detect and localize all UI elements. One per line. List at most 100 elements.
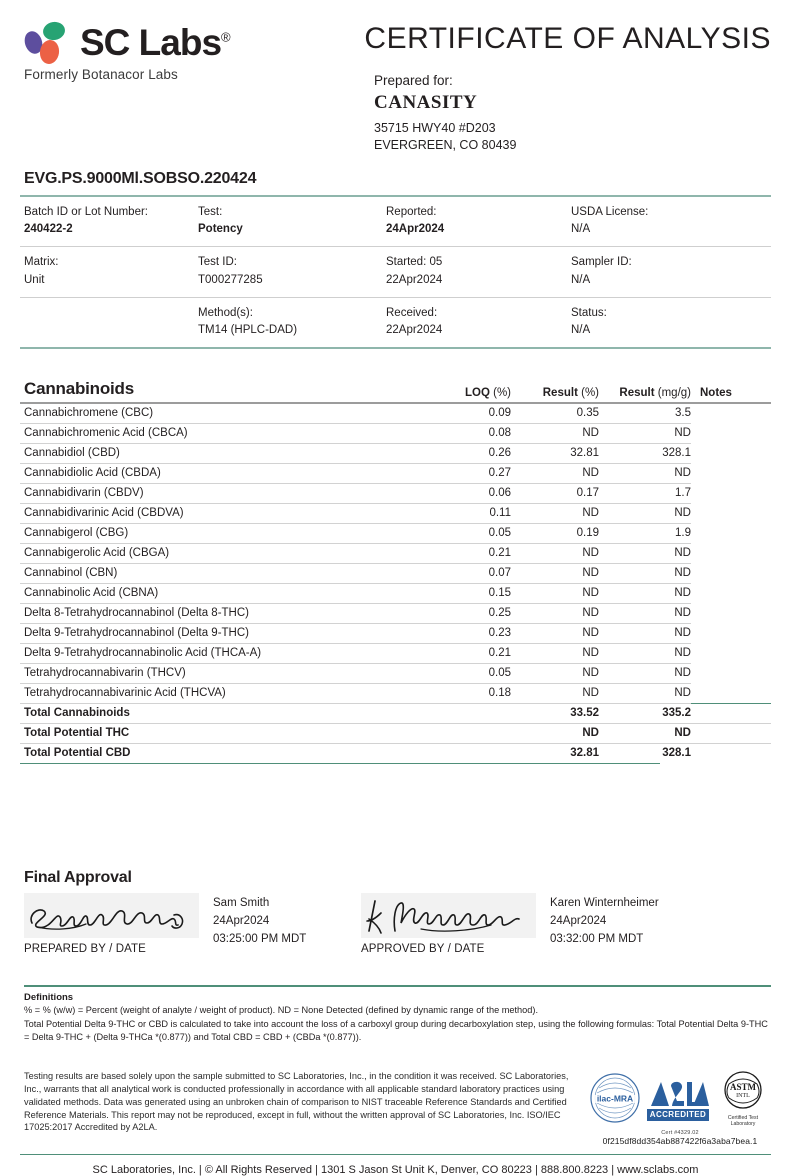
sc-labs-logo-icon: [21, 18, 72, 66]
result-mgg-value: 328.1: [662, 747, 691, 760]
meta-label: Reported:: [386, 205, 437, 218]
meta-label: Batch ID or Lot Number:: [24, 205, 148, 218]
notes-value: [691, 743, 771, 763]
definitions-title: Definitions: [24, 991, 74, 1003]
divider-teal-bottom: [20, 347, 771, 350]
cannabinoids-title: Cannabinoids: [24, 379, 134, 399]
loq-value: [423, 723, 511, 744]
notes-value: [691, 463, 771, 483]
notes-value: [691, 523, 771, 543]
brand-tagline: Formerly Botanacor Labs: [24, 67, 178, 82]
table-row: Delta 9-Tetrahydrocannabinolic Acid (THC…: [20, 643, 771, 664]
loq-value: 0.06: [423, 483, 511, 504]
brand-logo: SC Labs® Formerly Botanacor Labs: [20, 18, 320, 82]
meta-label: Method(s):: [198, 306, 253, 319]
meta-cell-usda-license: USDA License: N/A: [571, 196, 771, 248]
result-pct-value: ND: [511, 663, 599, 684]
notes-value: [691, 643, 771, 663]
analyte-name: Cannabidivarinic Acid (CBDVA): [20, 503, 423, 524]
result-mgg-value: ND: [599, 543, 691, 564]
notes-value: [691, 543, 771, 563]
notes-value: [691, 683, 771, 703]
prepared-for-label: Prepared for:: [374, 73, 453, 88]
meta-label: Status:: [571, 306, 607, 319]
result-mgg-value: ND: [599, 563, 691, 584]
ilac-mra-icon: ilac-MRA: [589, 1072, 641, 1124]
notes-value: [691, 443, 771, 463]
result-mgg-value: ND: [599, 643, 691, 664]
prepared-by-name: Sam Smith: [213, 897, 270, 910]
meta-cell-test-id: Test ID: T000277285: [198, 246, 386, 298]
meta-label: Matrix:: [24, 256, 59, 269]
loq-value: 0.05: [423, 523, 511, 544]
prepared-by-time: 03:25:00 PM MDT: [213, 932, 307, 945]
result-pct-value: ND: [511, 503, 599, 524]
notes-value: [691, 723, 771, 744]
prepared-by-signature: [24, 893, 199, 939]
loq-value: 0.08: [423, 423, 511, 444]
cannabinoids-table: Cannabichromene (CBC) 0.09 0.35 3.5 Cannabic…: [20, 403, 771, 763]
cannabinoids-bottom-divider: [20, 762, 660, 765]
notes-value: [691, 623, 771, 643]
loq-value: 0.11: [423, 503, 511, 524]
loq-value: 0.15: [423, 583, 511, 604]
loq-value: [423, 702, 511, 724]
brand-name: SC Labs: [80, 21, 222, 63]
result-mgg-value: 328.1: [599, 443, 691, 464]
svg-text:ilac-MRA: ilac-MRA: [597, 1094, 633, 1104]
meta-cell-started: Started: 05 22Apr2024: [386, 246, 571, 298]
prepared-for-block: Prepared for: CANASITY 35715 HWY40 #D203…: [344, 73, 771, 154]
meta-row: Batch ID or Lot Number: 240422-2 Test: P…: [20, 196, 771, 248]
approved-by-name: Karen Winternheimer: [550, 897, 659, 910]
a2la-accredited-label: ACCREDITED: [647, 1108, 709, 1121]
result-pct-value: ND: [511, 603, 599, 624]
client-address-line-1: 35715 HWY40 #D203: [374, 121, 496, 135]
sample-metadata-table: Batch ID or Lot Number: 240422-2 Test: P…: [20, 196, 771, 348]
notes-value: [691, 702, 771, 724]
prepared-by-block: PREPARED BY / DATE Sam Smith 24Apr2024 0…: [24, 893, 344, 955]
table-row: Cannabigerol (CBG) 0.05 0.19 1.9: [20, 523, 771, 544]
cannabinoids-header-row: Cannabinoids LOQ (%) Result (%) Result (…: [20, 379, 771, 399]
astm-certified-icon: ASTM INTL Certified Test Laboratory: [715, 1070, 771, 1127]
final-approval-title: Final Approval: [24, 869, 132, 887]
definitions-section: Definitions % = % (w/w) = Percent (weigh…: [20, 985, 771, 1044]
result-pct-value: 0.17: [511, 483, 599, 504]
result-mgg-value: ND: [599, 623, 691, 644]
analyte-name: Cannabinol (CBN): [20, 563, 423, 584]
meta-cell-empty: [20, 297, 198, 347]
divider-teal-top: [20, 194, 771, 197]
loq-value: 0.07: [423, 563, 511, 584]
analyte-name: Total Potential CBD: [24, 747, 131, 760]
meta-value: T000277285: [198, 273, 263, 286]
client-name: CANASITY: [374, 92, 478, 113]
analyte-name: Tetrahydrocannabivarin (THCV): [20, 663, 423, 684]
result-pct-value: ND: [511, 423, 599, 444]
page-footer: SC Laboratories, Inc. | © All Rights Res…: [92, 1164, 699, 1176]
approved-by-caption: APPROVED BY / DATE: [361, 943, 485, 956]
result-mgg-value: 1.7: [599, 483, 691, 504]
cannabinoids-header-divider: [20, 402, 771, 404]
meta-label: Sampler ID:: [571, 256, 632, 269]
definitions-divider: [24, 985, 771, 987]
analyte-name: Cannabidiol (CBD): [20, 443, 423, 464]
analyte-name: Total Cannabinoids: [20, 702, 423, 724]
loq-value: 0.25: [423, 603, 511, 624]
notes-value: [691, 583, 771, 603]
disclaimer-section: Testing results are based solely upon th…: [20, 1070, 771, 1146]
analyte-name: Cannabidivarin (CBDV): [20, 483, 423, 504]
result-mgg-value: ND: [599, 423, 691, 444]
column-header-notes: Notes: [700, 387, 732, 400]
client-address-line-2: EVERGREEN, CO 80439: [374, 137, 517, 152]
prepared-by-caption: PREPARED BY / DATE: [24, 943, 146, 956]
result-mgg-value: ND: [599, 723, 691, 744]
table-row: Cannabidivarin (CBDV) 0.06 0.17 1.7: [20, 483, 771, 504]
result-mgg-value: 1.9: [599, 523, 691, 544]
analyte-name: Cannabichromenic Acid (CBCA): [20, 423, 423, 444]
cannabinoids-section: Cannabinoids LOQ (%) Result (%) Result (…: [20, 379, 771, 765]
loq-value: 0.21: [423, 643, 511, 664]
result-pct-value: ND: [511, 623, 599, 644]
meta-cell-test: Test: Potency: [198, 196, 386, 248]
notes-value: [691, 404, 771, 424]
analyte-name: Delta 9-Tetrahydrocannabinol (Delta 9-TH…: [20, 623, 423, 644]
meta-row: Matrix: Unit Test ID: T000277285 Started…: [20, 246, 771, 298]
